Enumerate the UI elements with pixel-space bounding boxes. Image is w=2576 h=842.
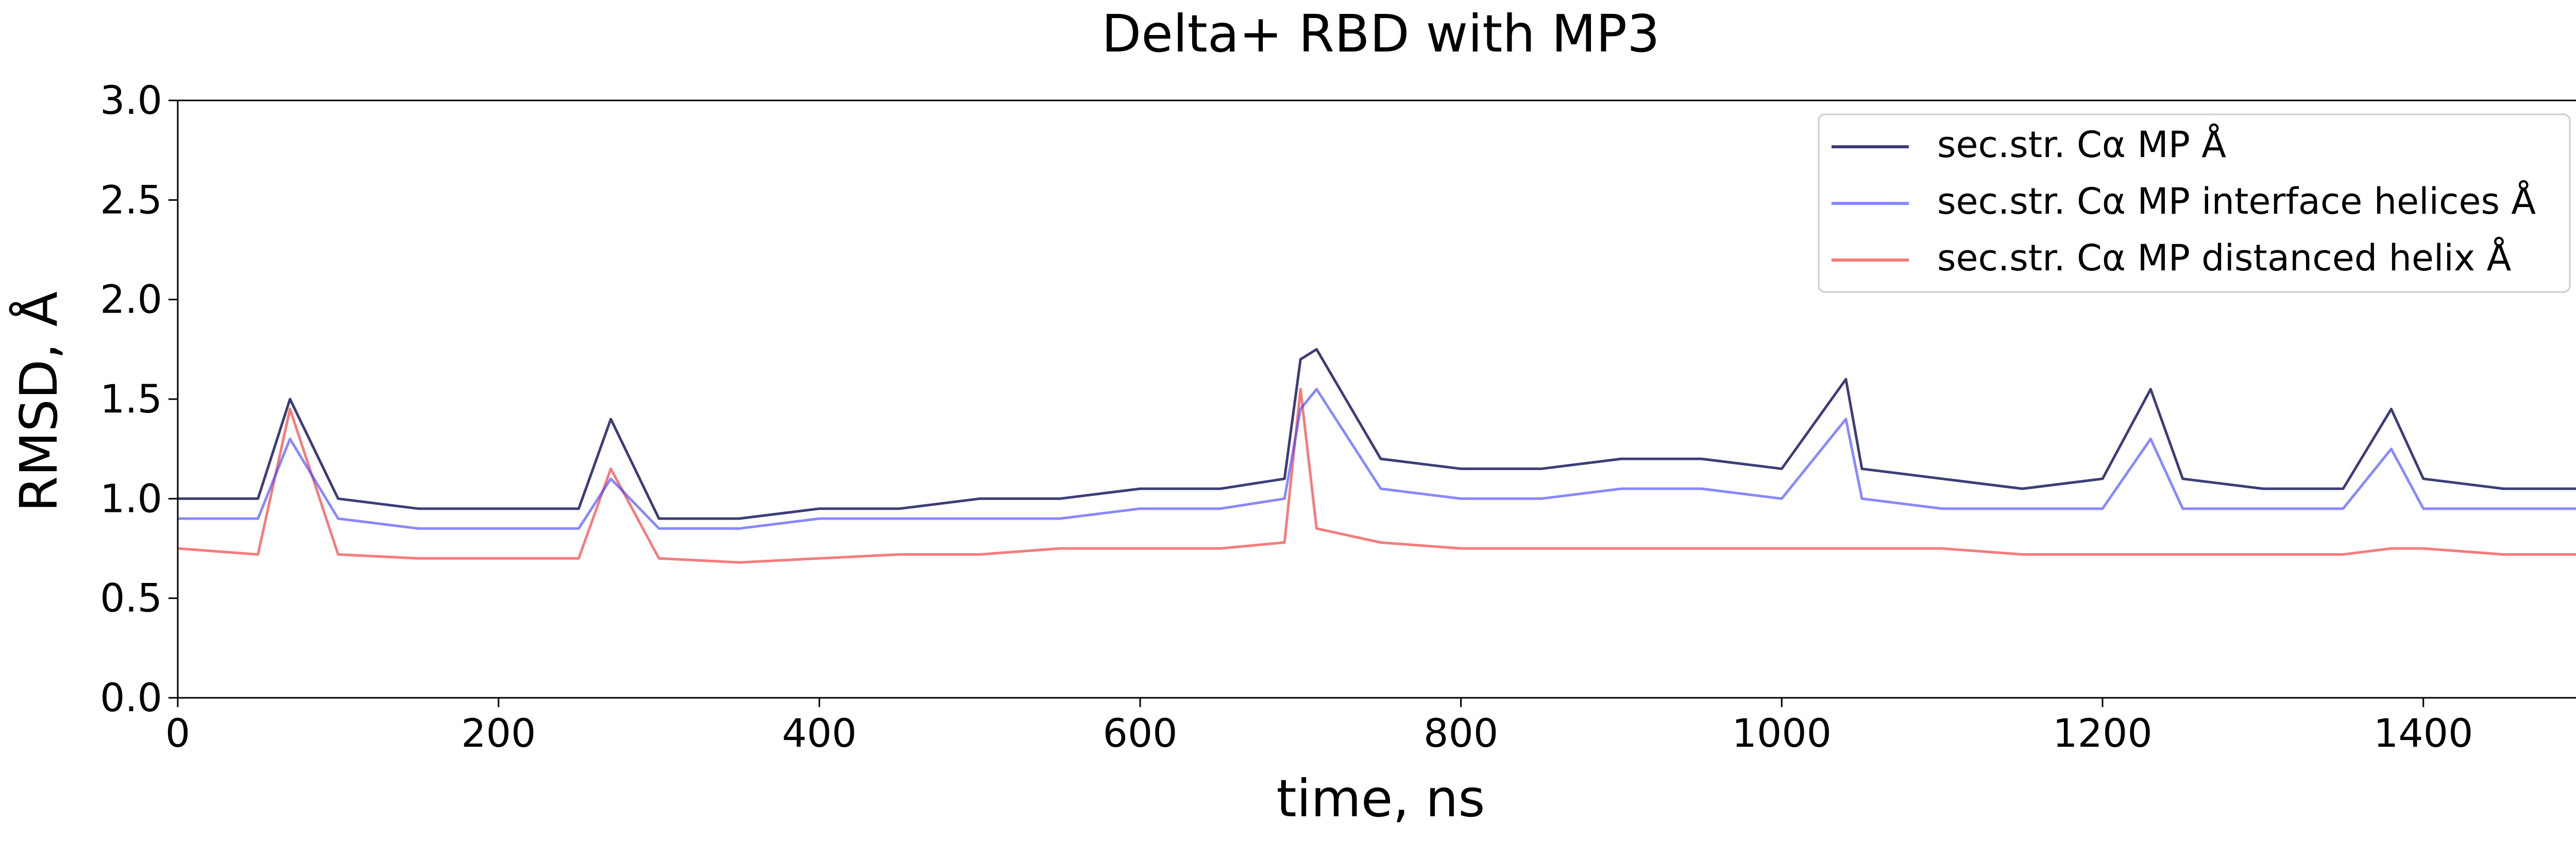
- x-tick-label: 800: [1423, 710, 1498, 756]
- series-lines: [177, 348, 2576, 564]
- legend: sec.str. Cα MP Å sec.str. Cα MP interfac…: [1818, 113, 2571, 293]
- legend-box: [1818, 113, 2571, 293]
- x-tick-label: 0: [165, 710, 190, 756]
- legend-label-series-3: sec.str. Cα MP distanced helix Å: [1937, 237, 2511, 279]
- y-tick-label: 0.0: [100, 675, 162, 720]
- series-line-3: [177, 388, 2576, 564]
- x-tick-label: 600: [1103, 710, 1177, 756]
- y-tick-label: 2.5: [100, 177, 162, 222]
- y-tick-label: 0.5: [100, 575, 162, 621]
- x-tick-label: 1400: [2374, 710, 2473, 756]
- series-line-1: [178, 348, 2576, 520]
- y-tick-label: 1.5: [100, 376, 162, 422]
- y-tick-label: 1.0: [100, 475, 162, 521]
- series-line-2: [178, 388, 2576, 530]
- axis-ticks: 0 200 400 600 800 1000 1200 1400 0.0 0.5 1.0 1.5 2.0…: [100, 77, 2473, 756]
- x-tick-label: 1000: [1732, 710, 1832, 756]
- plot-frame: [177, 99, 2576, 699]
- x-tick-label: 1200: [2053, 710, 2152, 756]
- y-tick-label: 3.0: [100, 77, 162, 123]
- x-axis-label: time, ns: [1277, 768, 1485, 829]
- legend-label-series-1: sec.str. Cα MP Å: [1937, 124, 2226, 166]
- x-tick-label: 400: [782, 710, 857, 756]
- y-axis-label: RMSD, Å: [8, 291, 69, 512]
- legend-label-series-2: sec.str. Cα MP interface helices Å: [1937, 180, 2536, 222]
- y-tick-label: 2.0: [100, 277, 162, 322]
- x-tick-label: 200: [461, 710, 536, 756]
- chart-title: Delta+ RBD with MP3: [1101, 4, 1659, 64]
